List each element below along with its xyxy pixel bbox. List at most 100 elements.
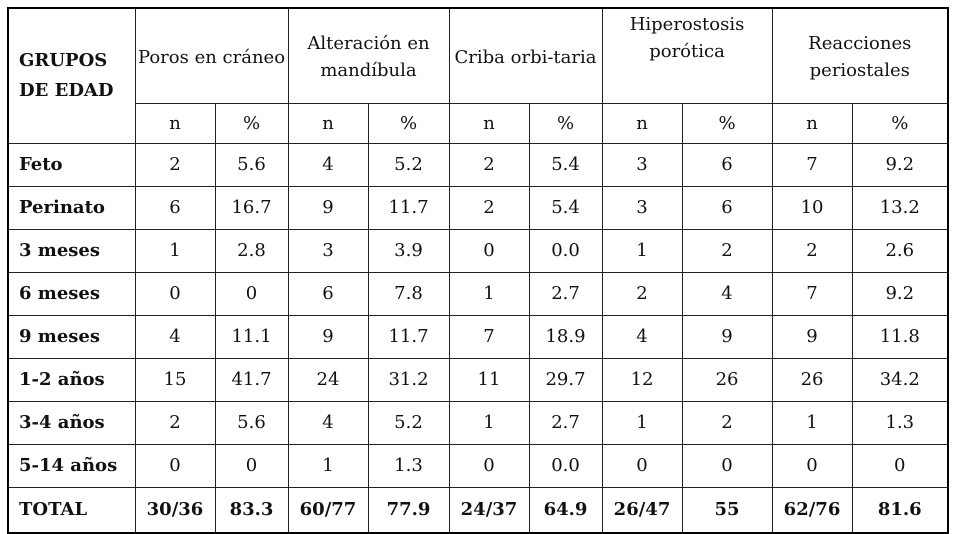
cell-pct: 64.9 [528,487,603,534]
cell-n: 15 [134,358,216,402]
cell-n: 26/47 [601,487,683,534]
subheader-pct: % [528,103,603,144]
cell-n: 3 [601,143,683,187]
cell-pct: 9.2 [851,272,950,316]
cell-pct: 34.2 [851,358,950,402]
row-label: 1-2 años [7,358,136,402]
cell-pct: 6 [681,186,773,230]
cell-n: 4 [601,315,683,359]
total-row: TOTAL 30/36 83.3 60/77 77.9 24/37 64.9 26/47 55 6… [7,487,950,534]
cell-n: 10 [771,186,853,230]
cell-pct: 83.3 [214,487,289,534]
header-row: GRUPOS DE EDAD Poros en cráneo Alteració… [7,7,950,144]
cell-n: 7 [771,272,853,316]
cell-pct: 2.6 [851,229,950,273]
column-header-criba: Criba orbi-taria [448,7,603,104]
cell-pct: 11.7 [367,315,450,359]
subheader-pct: % [367,103,450,144]
total-label: TOTAL [7,487,136,534]
cell-pct: 3.9 [367,229,450,273]
cell-n: 7 [771,143,853,187]
cell-pct: 5.4 [528,143,603,187]
subheader-n: n [287,103,369,144]
table-row: 9 meses 4 11.1 9 11.7 7 18.9 4 9 9 11.8 [7,315,950,359]
cell-n: 0 [601,444,683,488]
cell-pct: 26 [681,358,773,402]
cell-n: 30/36 [134,487,216,534]
subheader-n: n [134,103,216,144]
cell-pct: 9 [681,315,773,359]
cell-pct: 11.7 [367,186,450,230]
cell-n: 2 [134,143,216,187]
cell-n: 62/76 [771,487,853,534]
cell-pct: 11.1 [214,315,289,359]
cell-n: 2 [601,272,683,316]
cell-n: 9 [771,315,853,359]
cell-pct: 9.2 [851,143,950,187]
table-row: 6 meses 0 0 6 7.8 1 2.7 2 4 7 9.2 [7,272,950,316]
cell-n: 7 [448,315,530,359]
cell-pct: 0 [214,272,289,316]
cell-n: 11 [448,358,530,402]
cell-pct: 2.8 [214,229,289,273]
cell-n: 9 [287,186,369,230]
subheader-pct: % [681,103,773,144]
column-header-alteracion: Alteración en mandíbula [287,7,450,104]
column-header-hiperostosis: Hiperostosis porótica [601,7,773,104]
cell-n: 2 [771,229,853,273]
cell-pct: 1.3 [367,444,450,488]
cell-n: 1 [134,229,216,273]
cell-pct: 29.7 [528,358,603,402]
cell-pct: 5.2 [367,143,450,187]
cell-n: 2 [134,401,216,445]
cell-n: 6 [287,272,369,316]
row-label: Perinato [7,186,136,230]
cell-pct: 2.7 [528,272,603,316]
subheader-pct: % [851,103,950,144]
table-row: Perinato 6 16.7 9 11.7 2 5.4 3 6 10 13.2 [7,186,950,230]
cell-n: 0 [771,444,853,488]
cell-n: 1 [771,401,853,445]
cell-n: 3 [287,229,369,273]
cell-n: 1 [287,444,369,488]
cell-n: 60/77 [287,487,369,534]
cell-pct: 5.6 [214,143,289,187]
cell-n: 4 [287,143,369,187]
data-table-container: GRUPOS DE EDAD Poros en cráneo Alteració… [7,7,950,534]
column-header-reacciones: Reacciones periostales [771,7,950,104]
cell-n: 4 [134,315,216,359]
cell-pct: 0 [851,444,950,488]
cell-pct: 13.2 [851,186,950,230]
cell-n: 1 [601,229,683,273]
cell-pct: 0 [214,444,289,488]
cell-pct: 7.8 [367,272,450,316]
cell-pct: 31.2 [367,358,450,402]
row-label: 6 meses [7,272,136,316]
cell-n: 1 [448,272,530,316]
cell-pct: 18.9 [528,315,603,359]
cell-pct: 5.4 [528,186,603,230]
table-row: 3 meses 1 2.8 3 3.9 0 0.0 1 2 2 2.6 [7,229,950,273]
row-label: Feto [7,143,136,187]
cell-n: 0 [448,229,530,273]
cell-n: 9 [287,315,369,359]
data-table: GRUPOS DE EDAD Poros en cráneo Alteració… [7,7,950,534]
cell-n: 0 [448,444,530,488]
cell-n: 4 [287,401,369,445]
column-header-poros: Poros en cráneo [134,7,289,104]
cell-pct: 2 [681,229,773,273]
cell-n: 26 [771,358,853,402]
table-row: Feto 2 5.6 4 5.2 2 5.4 3 6 7 9.2 [7,143,950,187]
cell-n: 24/37 [448,487,530,534]
cell-pct: 0.0 [528,444,603,488]
subheader-row: n % n % n % n % n % [8,103,950,144]
cell-pct: 2 [681,401,773,445]
cell-n: 2 [448,186,530,230]
table-row: 1-2 años 15 41.7 24 31.2 11 29.7 12 26 26 34.2 [7,358,950,402]
cell-n: 6 [134,186,216,230]
cell-pct: 81.6 [851,487,950,534]
cell-n: 2 [448,143,530,187]
cell-n: 0 [134,444,216,488]
cell-pct: 77.9 [367,487,450,534]
cell-pct: 5.2 [367,401,450,445]
